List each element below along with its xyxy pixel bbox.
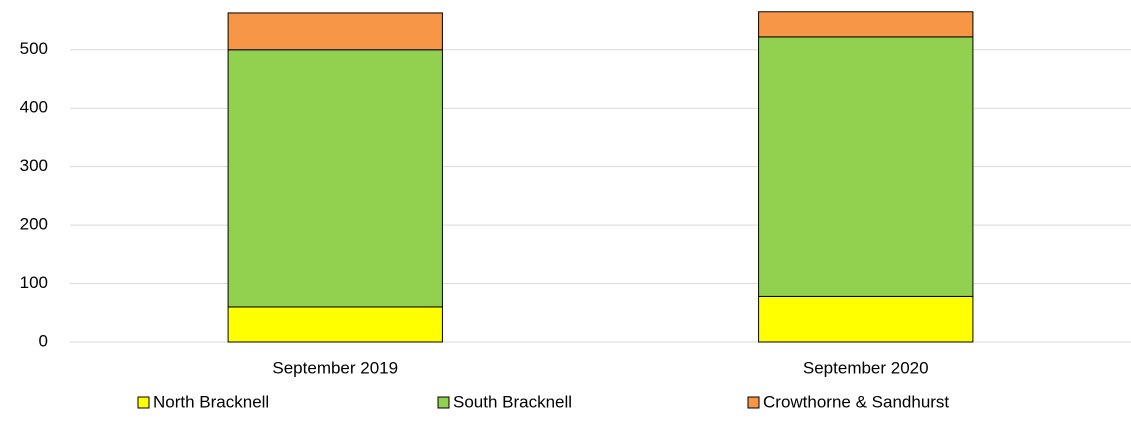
bar-segment xyxy=(758,295,974,343)
x-tick-label: September 2020 xyxy=(803,358,929,377)
bar-segment xyxy=(227,49,443,308)
x-tick-label: September 2019 xyxy=(272,358,398,377)
legend-label: Crowthorne & Sandhurst xyxy=(763,392,949,411)
y-tick-label: 0 xyxy=(39,331,48,350)
bar-segment xyxy=(758,36,974,297)
bar-segment xyxy=(227,12,443,51)
bar-segment xyxy=(227,306,443,343)
legend-swatch xyxy=(137,396,150,409)
legend-swatch xyxy=(437,396,450,409)
y-tick-label: 400 xyxy=(20,98,48,117)
y-tick-label: 100 xyxy=(20,273,48,292)
legend-label: South Bracknell xyxy=(453,392,572,411)
legend-swatch xyxy=(747,396,760,409)
y-tick-label: 200 xyxy=(20,215,48,234)
y-tick-label: 500 xyxy=(20,39,48,58)
y-tick-label: 300 xyxy=(20,156,48,175)
bar-segment xyxy=(758,11,974,38)
legend-label: North Bracknell xyxy=(153,392,269,411)
